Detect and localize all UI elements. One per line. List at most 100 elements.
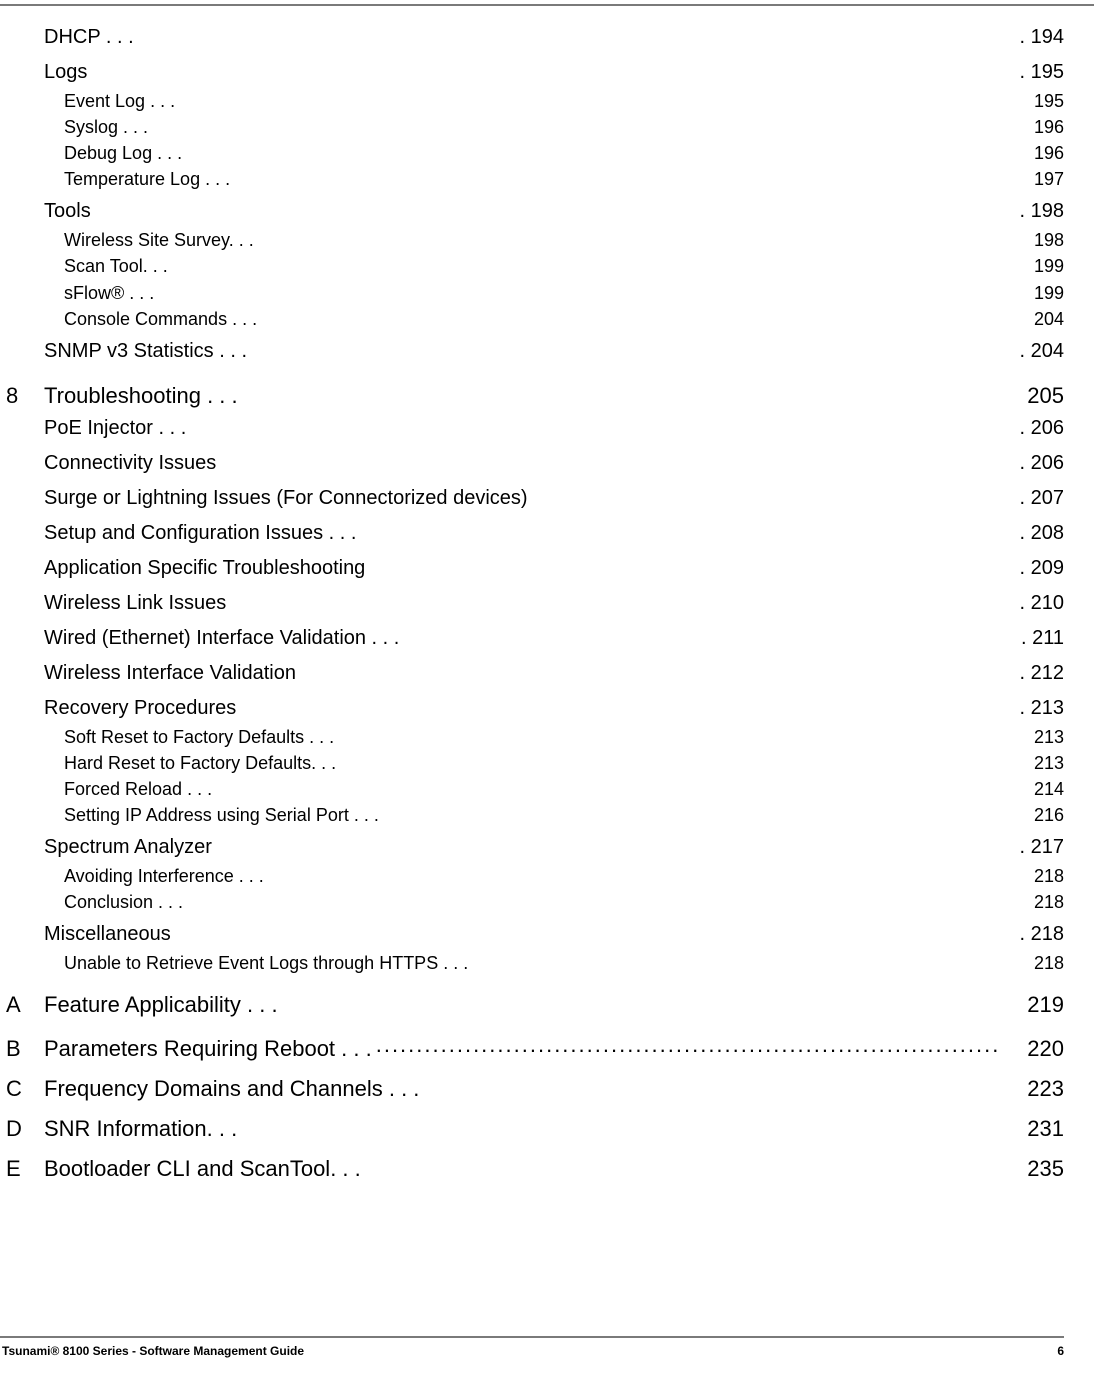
toc-page-number: . 208 (1004, 518, 1064, 549)
toc-page-number: . 210 (1004, 588, 1064, 619)
toc-title: Debug Log . . . (64, 140, 182, 166)
toc-entry: Forced Reload . . . 214 (6, 776, 1064, 802)
toc-title: DHCP . . . (44, 22, 134, 53)
toc-entry: Setting IP Address using Serial Port . .… (6, 802, 1064, 828)
toc-page-number: 204 (1004, 306, 1064, 332)
toc-page-number: 195 (1004, 88, 1064, 114)
toc-title: Scan Tool. . . (64, 253, 168, 279)
toc-entry: Spectrum Analyzer. 217 (6, 832, 1064, 863)
toc-page-number: . 209 (1004, 553, 1064, 584)
toc-title: Troubleshooting . . . (44, 385, 238, 407)
toc-page-number: . 207 (1004, 483, 1064, 514)
toc-title: Conclusion . . . (64, 889, 183, 915)
chapter-label: B (6, 1038, 44, 1060)
toc-title: SNMP v3 Statistics . . . (44, 336, 247, 367)
toc-title: PoE Injector . . . (44, 413, 186, 444)
toc-title: Miscellaneous (44, 919, 171, 950)
toc-title: Spectrum Analyzer (44, 832, 212, 863)
toc-page-number: 214 (1004, 776, 1064, 802)
toc-entry: Wireless Link Issues . 210 (6, 588, 1064, 619)
toc-entry: Syslog . . .196 (6, 114, 1064, 140)
toc-entry: Tools. 198 (6, 196, 1064, 227)
toc-page-number: 198 (1004, 227, 1064, 253)
chapter-label: D (6, 1118, 44, 1140)
toc-page-number: . 218 (1004, 919, 1064, 950)
toc-page-number: 218 (1004, 889, 1064, 915)
toc-title: Hard Reset to Factory Defaults. . . (64, 750, 336, 776)
toc-title: Wired (Ethernet) Interface Validation . … (44, 623, 399, 654)
toc-title: Avoiding Interference . . . (64, 863, 264, 889)
toc-page-number: . 195 (1004, 57, 1064, 88)
toc-page-number: 218 (1004, 863, 1064, 889)
toc-title: Frequency Domains and Channels . . . (44, 1078, 419, 1100)
toc-entry: Soft Reset to Factory Defaults . . .213 (6, 724, 1064, 750)
chapter-label: A (6, 994, 44, 1016)
toc-title: Application Specific Troubleshooting (44, 553, 365, 584)
toc-entry: DHCP . . . . 194 (6, 22, 1064, 53)
toc-title: Console Commands . . . (64, 306, 257, 332)
toc-page-number: 213 (1004, 750, 1064, 776)
toc-entry: Event Log . . . 195 (6, 88, 1064, 114)
page-footer: Tsunami® 8100 Series - Software Manageme… (0, 1336, 1064, 1358)
toc-entry: Recovery Procedures . 213 (6, 693, 1064, 724)
footer-page-number: 6 (1057, 1344, 1064, 1358)
chapter-label: 8 (6, 385, 44, 407)
toc-entry: DSNR Information. . . 231 (6, 1118, 1064, 1140)
toc-entry: Unable to Retrieve Event Logs through HT… (6, 950, 1064, 976)
toc-entry: Setup and Configuration Issues . . . . 20… (6, 518, 1064, 549)
toc-title: Logs (44, 57, 87, 88)
toc-entry: SNMP v3 Statistics . . . . 204 (6, 336, 1064, 367)
toc-entry: Logs . 195 (6, 57, 1064, 88)
toc-entry: Wireless Site Survey. . . 198 (6, 227, 1064, 253)
footer-text: Tsunami® 8100 Series - Software Manageme… (0, 1344, 1064, 1358)
toc-entry: Surge or Lightning Issues (For Connector… (6, 483, 1064, 514)
toc-title: Event Log . . . (64, 88, 175, 114)
toc-entry: Avoiding Interference . . . 218 (6, 863, 1064, 889)
toc-entry: 8Troubleshooting . . . 205 (6, 385, 1064, 407)
toc-title: sFlow® . . . (64, 280, 154, 306)
toc-title: Bootloader CLI and ScanTool. . . (44, 1158, 361, 1180)
chapter-label: E (6, 1158, 44, 1180)
toc-page-number: . 211 (1004, 623, 1064, 654)
toc-title: Wireless Link Issues (44, 588, 226, 619)
page: DHCP . . . . 194 Logs . 195 Event Log . . . 1… (0, 0, 1094, 1380)
toc-page-number: 223 (1004, 1078, 1064, 1100)
toc-entry: Temperature Log . . . 197 (6, 166, 1064, 192)
toc-entry: EBootloader CLI and ScanTool. . . 235 (6, 1158, 1064, 1180)
toc-page-number: 205 (1004, 385, 1064, 407)
toc-page-number: . 206 (1004, 448, 1064, 479)
toc-title: SNR Information. . . (44, 1118, 237, 1140)
toc-title: Wireless Site Survey. . . (64, 227, 254, 253)
toc-page-number: 199 (1004, 280, 1064, 306)
toc-page-number: . 212 (1004, 658, 1064, 689)
toc-page-number: 220 (1004, 1038, 1064, 1060)
toc-title: Recovery Procedures (44, 693, 236, 724)
toc-page-number: 199 (1004, 253, 1064, 279)
toc-title: Tools (44, 196, 91, 227)
toc-page-number: . 204 (1004, 336, 1064, 367)
table-of-contents: DHCP . . . . 194 Logs . 195 Event Log . . . 1… (0, 22, 1064, 1180)
toc-title: Wireless Interface Validation (44, 658, 296, 689)
toc-entry: Connectivity Issues. 206 (6, 448, 1064, 479)
dot-leader (376, 1034, 1000, 1056)
footer-title: Tsunami® 8100 Series - Software Manageme… (2, 1344, 304, 1358)
toc-entry: Debug Log . . . 196 (6, 140, 1064, 166)
toc-page-number: . 213 (1004, 693, 1064, 724)
toc-page-number: 218 (1004, 950, 1064, 976)
toc-title: Forced Reload . . . (64, 776, 212, 802)
toc-title: Parameters Requiring Reboot . . . (44, 1038, 372, 1060)
toc-title: Soft Reset to Factory Defaults . . . (64, 724, 334, 750)
toc-entry: BParameters Requiring Reboot . . . 220 (6, 1034, 1064, 1060)
toc-page-number: 231 (1004, 1118, 1064, 1140)
toc-page-number: 235 (1004, 1158, 1064, 1180)
top-rule (0, 4, 1094, 6)
toc-page-number: 197 (1004, 166, 1064, 192)
toc-entry: Hard Reset to Factory Defaults. . . 213 (6, 750, 1064, 776)
toc-title: Temperature Log . . . (64, 166, 230, 192)
toc-page-number: . 194 (1004, 22, 1064, 53)
toc-page-number: 196 (1004, 114, 1064, 140)
toc-page-number: 196 (1004, 140, 1064, 166)
toc-page-number: 219 (1004, 994, 1064, 1016)
toc-entry: sFlow® . . . 199 (6, 280, 1064, 306)
toc-title: Setup and Configuration Issues . . . (44, 518, 356, 549)
